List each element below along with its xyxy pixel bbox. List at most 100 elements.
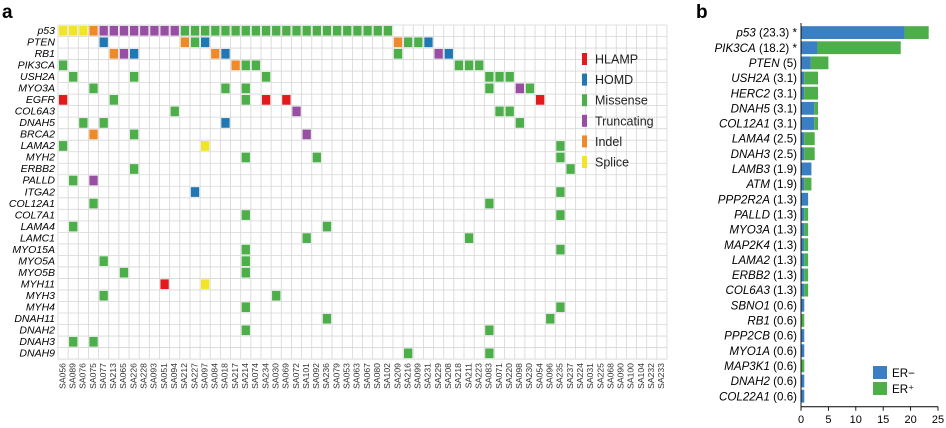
sample-label: SA077 (98, 363, 108, 389)
gene-label: LAMA2 (21, 140, 56, 152)
alteration-cell (272, 25, 281, 36)
alteration-cell (89, 336, 98, 347)
bar-segment (804, 86, 818, 100)
alteration-cell (383, 25, 393, 36)
panel-b-label: b (696, 2, 708, 23)
bar-segment (804, 223, 809, 236)
sample-label: SA226 (128, 363, 138, 389)
x-tick-label: 25 (932, 414, 944, 426)
bar-segment (804, 147, 815, 161)
bar-category-label: COL6A3 (1.3) (725, 284, 797, 297)
sample-label: SA063 (352, 363, 362, 389)
alteration-cell (414, 37, 423, 48)
sample-label: SA211 (463, 363, 473, 388)
alteration-cell (241, 95, 250, 105)
panel-a-label: a (2, 2, 13, 23)
alteration-cell (211, 48, 220, 59)
bar-segment (801, 147, 805, 161)
sample-label: SA230 (524, 363, 534, 389)
bar-segment (817, 41, 901, 55)
sample-label: SA075 (88, 363, 98, 389)
bar-category-label: LAMA2 (1.3) (732, 254, 797, 267)
alteration-cell (89, 175, 98, 186)
alteration-cell (261, 25, 271, 36)
sample-label: SA090 (616, 363, 626, 389)
bar-category-label: ATM (1.9) (745, 178, 797, 191)
sample-label: SA056 (57, 363, 67, 389)
gene-label: LAMC1 (20, 232, 55, 244)
alteration-cell (69, 25, 78, 36)
alteration-cell (129, 129, 139, 140)
alteration-cell (69, 221, 78, 232)
gene-label: MYH11 (21, 278, 55, 290)
sample-label: SA094 (169, 363, 179, 389)
sample-label: SA225 (595, 363, 605, 389)
alteration-cell (485, 325, 494, 336)
alteration-cell (231, 25, 240, 36)
alteration-cell (58, 25, 68, 36)
bar-category-label: MAP2K4 (1.3) (724, 239, 797, 252)
legend-label: Missense (595, 94, 648, 108)
alteration-cell (485, 83, 494, 94)
bar-segment (801, 71, 805, 85)
alteration-cell (241, 210, 250, 220)
alteration-cell (261, 95, 271, 105)
bar-segment (801, 268, 805, 282)
bar-category-label: ERBB2 (1.3) (732, 269, 797, 282)
x-tick-label: 0 (798, 414, 804, 426)
alteration-cell (393, 37, 403, 48)
sample-label: SA071 (494, 363, 504, 389)
bar-segment (804, 71, 818, 85)
sample-label: SA102 (382, 363, 392, 389)
alteration-cell (322, 313, 332, 324)
alteration-cell (485, 71, 494, 82)
gene-label: p53 (36, 25, 55, 37)
bar-segment (801, 26, 905, 39)
sample-label: SA237 (565, 363, 575, 389)
bar-segment (814, 101, 818, 115)
sample-label: SA224 (575, 363, 585, 389)
alteration-cell (99, 37, 108, 48)
alteration-cell (535, 95, 545, 105)
sample-label: SA072 (291, 363, 301, 389)
alteration-cell (495, 71, 504, 82)
gene-label: RB1 (35, 48, 55, 60)
alteration-cell (556, 302, 565, 313)
gene-label: DNAH3 (19, 336, 55, 348)
alteration-cell (89, 83, 98, 94)
bar-segment (801, 223, 805, 236)
alteration-cell (201, 279, 210, 290)
bar-segment (801, 177, 805, 191)
sample-label: SA104 (636, 363, 646, 389)
alteration-cell (129, 71, 139, 82)
alteration-cell (322, 25, 332, 36)
bar-segment (801, 207, 805, 221)
bar-category-label: DNAH3 (2.5) (731, 148, 798, 161)
sample-label: SA069 (281, 363, 291, 389)
alteration-cell (353, 25, 362, 36)
alteration-cell (444, 48, 453, 59)
alteration-cell (58, 60, 68, 71)
bar-segment (810, 56, 829, 70)
alteration-cell (241, 325, 250, 336)
sample-label: SA209 (392, 363, 402, 389)
sample-label: SA234 (260, 363, 270, 389)
alteration-cell (221, 48, 230, 59)
sample-label: SA093 (149, 363, 159, 389)
alteration-cell (302, 233, 311, 243)
sample-label: SA228 (139, 363, 149, 389)
bar-segment (801, 41, 818, 55)
gene-label: MYO15A (12, 244, 55, 256)
alteration-cell (119, 48, 129, 59)
sample-label: SA227 (189, 363, 199, 389)
alteration-cell (566, 164, 575, 174)
bar-segment (801, 56, 811, 70)
alteration-cell (119, 25, 129, 36)
sample-label: SA083 (484, 363, 494, 389)
alteration-cell (515, 118, 524, 128)
alteration-cell (302, 129, 311, 140)
alteration-cell (129, 48, 139, 59)
gene-label: EGFR (26, 94, 56, 106)
bar-segment (801, 329, 805, 342)
